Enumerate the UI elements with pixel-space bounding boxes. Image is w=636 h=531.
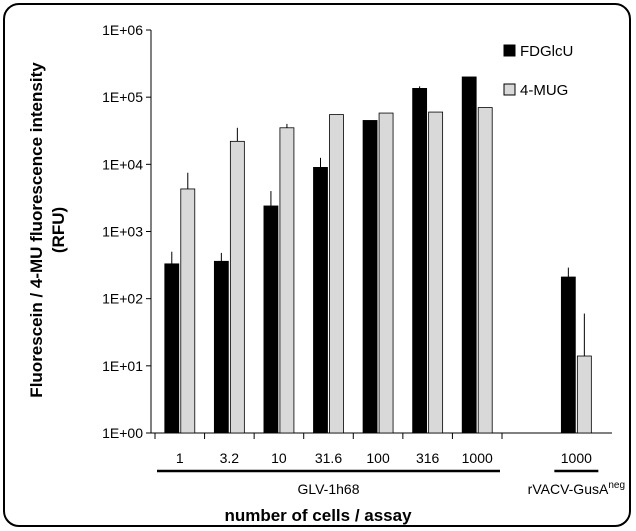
bar-4mug <box>180 188 196 434</box>
group-label-glv-1h68: GLV-1h68 <box>297 481 359 497</box>
bars <box>164 76 592 434</box>
legend-label-fdglcu: FDGlcU <box>520 43 573 60</box>
legend: FDGlcU 4-MUG <box>503 43 573 99</box>
bar-fdglcu <box>164 263 180 434</box>
bar-fdglcu <box>560 276 576 434</box>
bar-fdglcu <box>461 76 477 434</box>
bar-fdglcu <box>412 88 428 434</box>
y-axis: 1E+00 1E+01 1E+02 1E+03 1E+04 1E+05 1E+06 <box>102 22 152 441</box>
bar-4mug <box>576 355 592 434</box>
x-category-label: 1000 <box>462 450 493 466</box>
bar-4mug <box>378 112 394 434</box>
group-labels: GLV-1h68 rVACV-GusAneg <box>157 469 625 497</box>
x-category-label: 10 <box>271 450 287 466</box>
x-category-label: 3.2 <box>220 450 240 466</box>
y-axis-title-line2: (RFU) <box>49 207 68 253</box>
y-tick-label: 1E+06 <box>102 22 143 38</box>
x-axis <box>151 432 612 439</box>
legend-label-4mug: 4-MUG <box>520 82 568 99</box>
x-category-labels: 1 3.2 10 31.6 100 316 1000 1000 <box>176 450 592 466</box>
y-tick-label: 1E+05 <box>102 89 143 105</box>
x-category-label: 31.6 <box>315 450 342 466</box>
y-tick-label: 1E+01 <box>102 358 143 374</box>
x-axis-title: number of cells / assay <box>224 506 412 525</box>
bar-4mug <box>279 127 295 434</box>
bar-4mug <box>229 140 245 434</box>
y-axis-title-line1: Fluorescein / 4-MU fluorescence intensit… <box>27 62 46 398</box>
bar-4mug <box>329 114 344 434</box>
y-tick-label: 1E+00 <box>102 425 143 441</box>
y-tick-label: 1E+02 <box>102 291 143 307</box>
legend-swatch-fdglcu <box>503 44 516 57</box>
x-category-label: 100 <box>366 450 390 466</box>
legend-swatch-4mug <box>503 83 516 96</box>
y-tick-label: 1E+03 <box>102 224 143 240</box>
x-category-label: 1 <box>176 450 184 466</box>
y-tick-label: 1E+04 <box>102 156 143 172</box>
bar-fdglcu <box>362 120 378 434</box>
bar-fdglcu <box>313 167 328 434</box>
bar-4mug <box>428 111 444 434</box>
x-category-label: 316 <box>416 450 440 466</box>
x-category-label: 1000 <box>561 450 592 466</box>
bar-4mug <box>477 107 493 434</box>
bar-fdglcu <box>263 205 279 434</box>
group-label-rvacv: rVACV-GusAneg <box>528 480 625 497</box>
bar-fdglcu <box>213 260 229 434</box>
